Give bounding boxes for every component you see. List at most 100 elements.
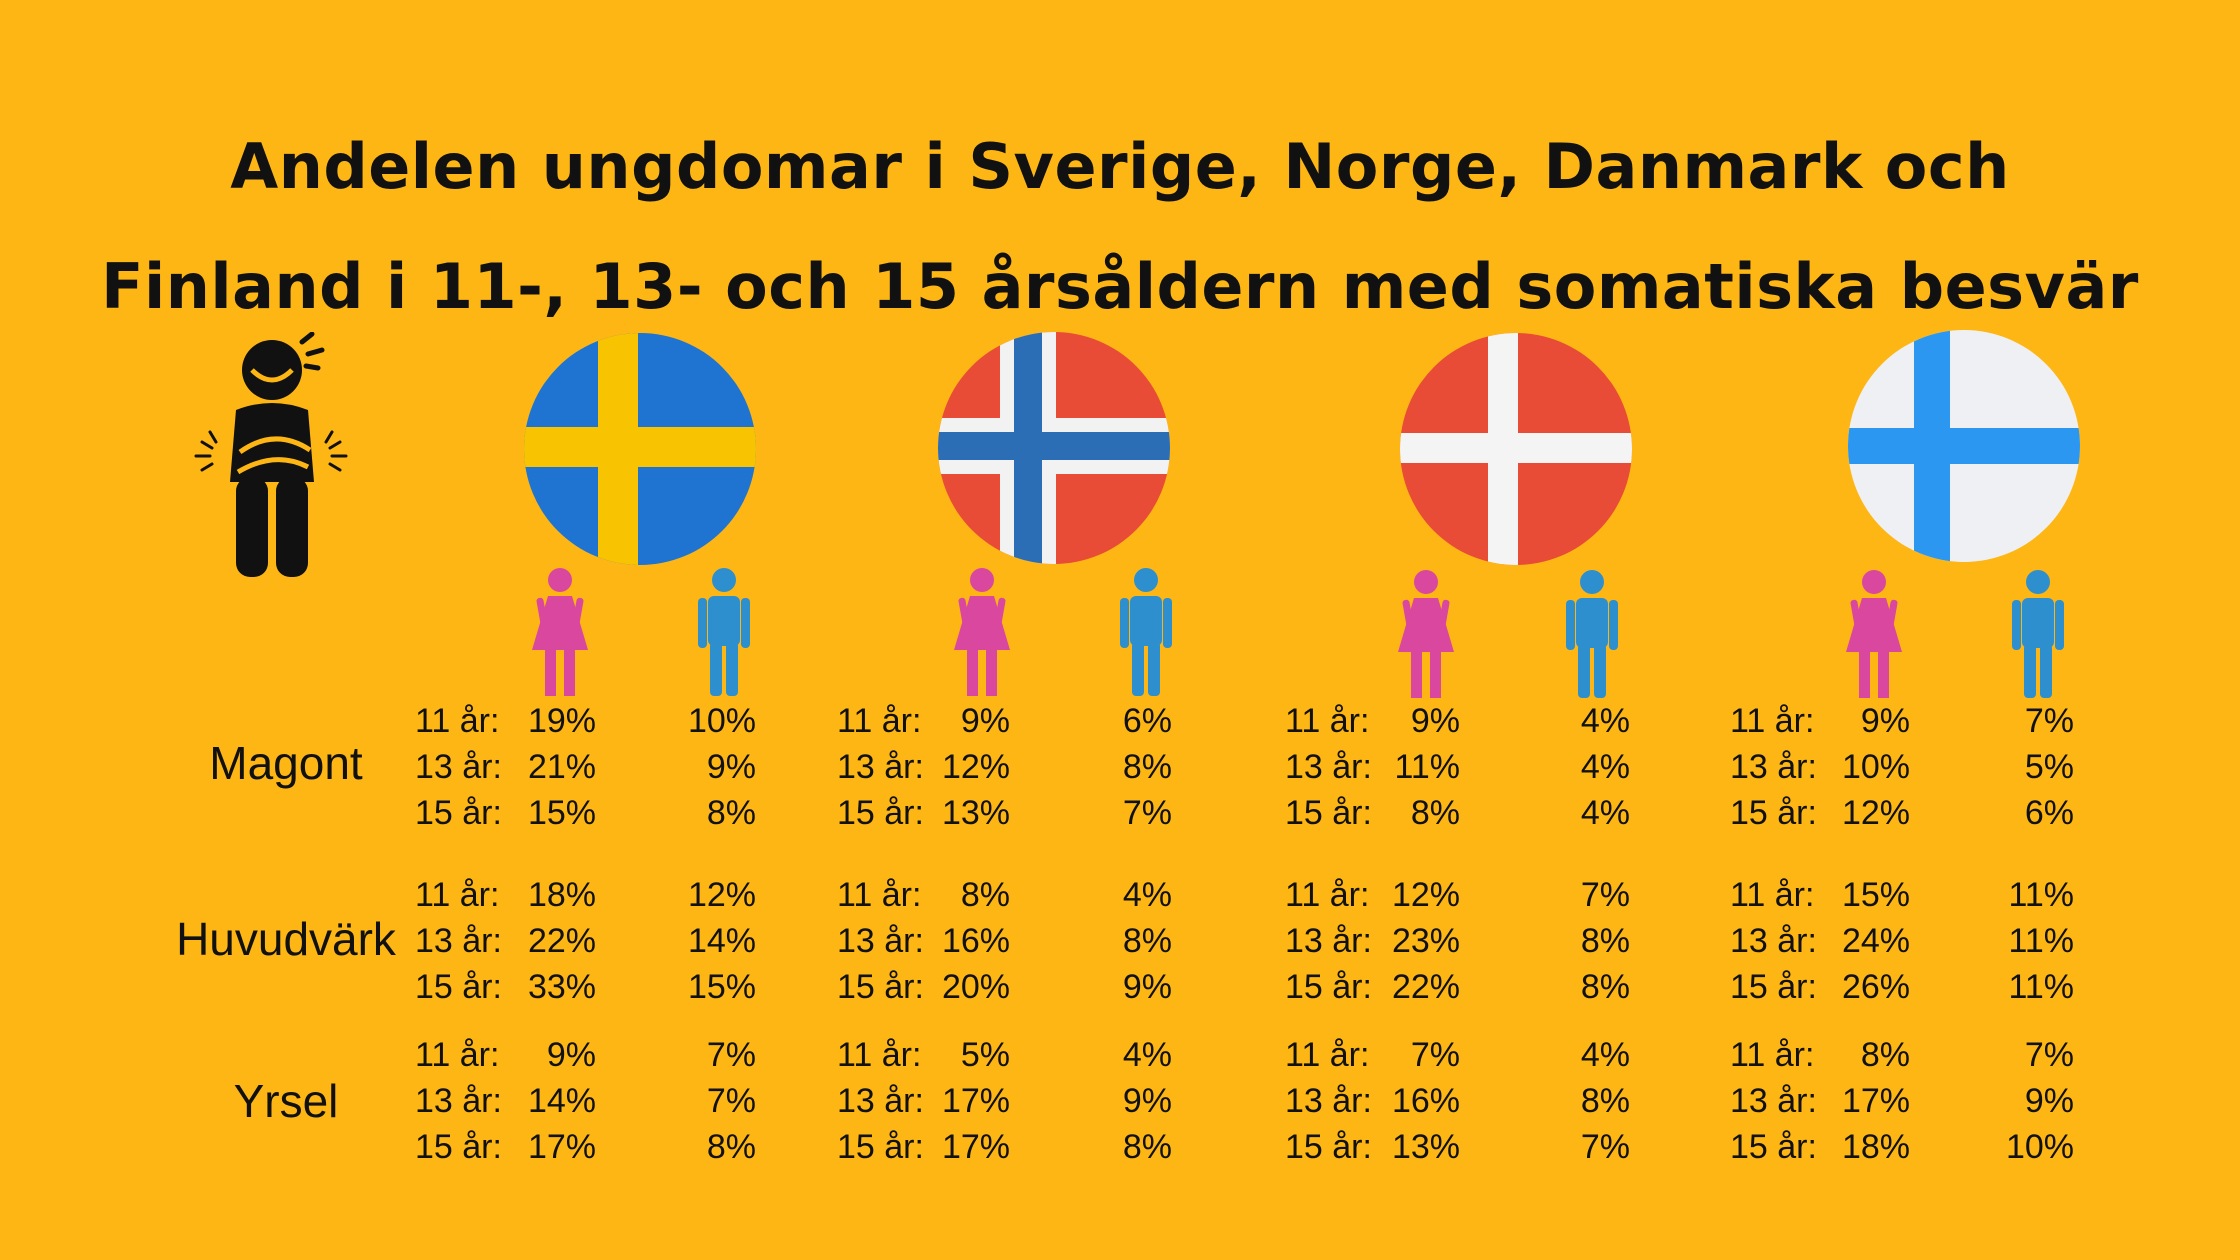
stomach-ache-person-icon [194,332,348,577]
category-huvudvark: Huvudvärk [176,913,396,965]
male-person-icon [1566,570,1618,698]
male-value: 8% [1580,1082,1630,1120]
male-value: 10% [687,702,756,740]
age-label: 15 år: [1730,794,1817,832]
female-value: 20% [941,968,1010,1006]
female-value: 22% [527,922,596,960]
male-value: 8% [706,1128,756,1166]
female-value: 5% [960,1036,1010,1074]
sweden-flag [524,333,756,565]
female-value: 17% [941,1128,1010,1166]
age-label: 13 år: [1730,922,1817,960]
age-label: 13 år: [1285,922,1372,960]
female-value: 22% [1391,968,1460,1006]
female-value: 7% [1410,1036,1460,1074]
female-person-icon [1846,570,1902,698]
age-label: 13 år: [415,922,502,960]
age-label: 11 år: [415,876,500,914]
male-value: 4% [1580,748,1630,786]
male-person-icon [1120,568,1172,696]
age-label: 11 år: [1730,876,1815,914]
female-value: 17% [941,1082,1010,1120]
female-value: 19% [527,702,596,740]
age-label: 15 år: [415,968,502,1006]
male-value: 11% [2008,922,2074,960]
female-value: 21% [527,748,596,786]
title-line-1: Andelen ungdomar i Sverige, Norge, Danma… [230,130,2010,203]
female-value: 13% [941,794,1010,832]
age-label: 15 år: [837,1128,924,1166]
female-value: 33% [527,968,596,1006]
age-label: 11 år: [837,702,922,740]
female-value: 8% [1860,1036,1910,1074]
male-value: 10% [2005,1128,2074,1166]
male-value: 7% [2024,702,2074,740]
age-label: 13 år: [1730,1082,1817,1120]
age-label: 15 år: [1285,1128,1372,1166]
female-value: 15% [527,794,596,832]
category-magont: Magont [209,737,363,789]
finland-flag [1848,330,2080,562]
female-value: 17% [1841,1082,1910,1120]
male-value: 8% [1122,922,1172,960]
male-value: 4% [1580,702,1630,740]
category-yrsel: Yrsel [233,1075,339,1127]
norway-flag [938,332,1170,564]
female-value: 9% [1860,702,1910,740]
age-label: 15 år: [1730,968,1817,1006]
male-value: 9% [706,748,756,786]
age-label: 15 år: [837,968,924,1006]
male-value: 7% [706,1082,756,1120]
male-person-icon [2012,570,2064,698]
female-value: 9% [960,702,1010,740]
age-label: 11 år: [415,702,500,740]
denmark-flag [1400,333,1632,565]
female-value: 12% [1391,876,1460,914]
male-value: 6% [1122,702,1172,740]
male-person-icon [698,568,750,696]
age-label: 13 år: [837,922,924,960]
male-value: 4% [1580,1036,1630,1074]
female-value: 23% [1391,922,1460,960]
age-label: 13 år: [837,748,924,786]
male-value: 7% [2024,1036,2074,1074]
female-value: 9% [546,1036,596,1074]
female-value: 18% [527,876,596,914]
female-person-icon [954,568,1010,696]
female-value: 10% [1841,748,1910,786]
female-person-icon [1398,570,1454,698]
age-label: 11 år: [1285,1036,1370,1074]
age-label: 11 år: [1730,1036,1815,1074]
male-value: 7% [706,1036,756,1074]
age-label: 11 år: [1285,876,1370,914]
age-label: 11 år: [837,876,922,914]
male-value: 8% [1122,1128,1172,1166]
male-value: 8% [706,794,756,832]
age-label: 15 år: [1285,968,1372,1006]
age-label: 13 år: [415,1082,502,1120]
male-value: 4% [1122,876,1172,914]
male-value: 4% [1580,794,1630,832]
age-label: 15 år: [1285,794,1372,832]
female-value: 12% [1841,794,1910,832]
age-label: 13 år: [1285,1082,1372,1120]
female-person-icon [532,568,588,696]
age-label: 13 år: [1285,748,1372,786]
male-value: 12% [687,876,756,914]
male-value: 9% [2024,1082,2074,1120]
female-value: 15% [1841,876,1910,914]
age-label: 11 år: [1285,702,1370,740]
male-value: 9% [1122,1082,1172,1120]
age-label: 15 år: [415,794,502,832]
age-label: 15 år: [415,1128,502,1166]
male-value: 7% [1580,1128,1630,1166]
male-value: 15% [687,968,756,1006]
male-value: 8% [1580,922,1630,960]
age-label: 13 år: [1730,748,1817,786]
female-value: 16% [1391,1082,1460,1120]
age-label: 13 år: [837,1082,924,1120]
female-value: 12% [941,748,1010,786]
female-value: 8% [1410,794,1460,832]
male-value: 11% [2008,968,2074,1006]
male-value: 11% [2008,876,2074,914]
